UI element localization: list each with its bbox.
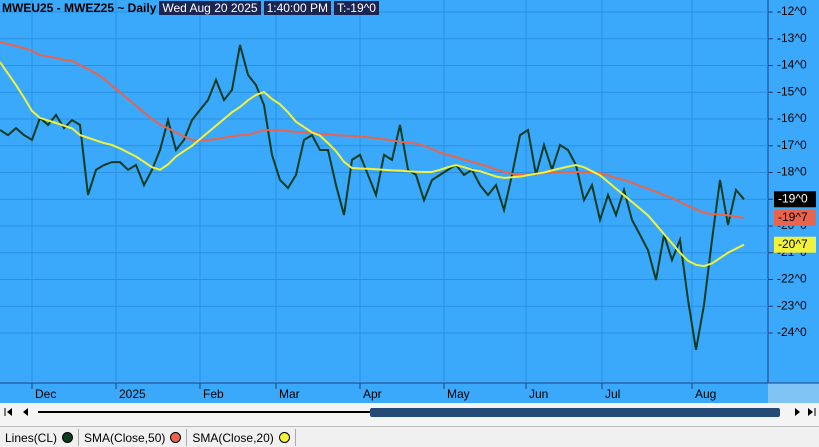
chart-title: MWEU25 - MWEZ25 ~ Daily [2, 1, 157, 15]
series-line [0, 41, 745, 219]
y-tick-label: -12^0 [777, 4, 807, 18]
plot-background [0, 0, 819, 383]
y-tick-label: -24^0 [777, 325, 807, 339]
y-tick-label: -16^0 [777, 111, 807, 125]
y-tick-label: -23^0 [777, 298, 807, 312]
last-value-box [774, 191, 816, 208]
chart: -12^0 -13^0 -14^0 -15^0 -16^0 -17^0 -18^0 -19^0… [0, 0, 819, 417]
x-tick-label: May [447, 387, 470, 401]
x-tick-label: Jun [529, 387, 548, 401]
series-line [0, 61, 745, 268]
scroll-buttons[interactable] [4, 408, 816, 416]
legend-item[interactable]: Lines(CL) [0, 429, 80, 446]
x-tick-label: 2025 [119, 387, 146, 401]
legend-swatch [170, 432, 182, 443]
legend-item[interactable]: SMA(Close,50) [79, 429, 188, 446]
x-tick-label: Jul [605, 387, 620, 401]
legend-item[interactable]: SMA(Close,20) [187, 429, 296, 446]
y-tick-label: -13^0 [777, 31, 807, 45]
x-tick-label: Mar [279, 387, 300, 401]
y-tick-label: -14^0 [777, 58, 807, 72]
x-tick-label: Aug [695, 387, 716, 401]
series-line [0, 44, 745, 350]
y-tick-label: -18^0 [777, 165, 807, 179]
y-tick-label: -22^0 [777, 272, 807, 286]
last-value-label: -19^7 [778, 210, 808, 224]
last-value-label: -20^7 [778, 237, 808, 251]
scroll-thumb[interactable] [370, 408, 780, 417]
legend-label: Lines(CL) [5, 430, 58, 445]
legend-swatch [62, 432, 74, 443]
last-trade: T:-19^0 [333, 1, 379, 15]
y-tick-label: -15^0 [777, 84, 807, 98]
header: MWEU25 - MWEZ25 ~ Daily Wed Aug 20 2025 … [2, 1, 379, 15]
axis-corner [768, 383, 819, 403]
y-tick-label: -17^0 [777, 138, 807, 152]
legend-label: SMA(Close,20) [192, 430, 274, 445]
date: Wed Aug 20 2025 [159, 1, 261, 15]
last-value-box [774, 209, 816, 226]
legend: Lines(CL) SMA(Close,50) SMA(Close,20) [0, 426, 819, 447]
legend-label: SMA(Close,50) [84, 430, 166, 445]
last-value-label: -19^0 [778, 191, 808, 205]
x-tick-label: Feb [203, 387, 224, 401]
last-value-box [774, 236, 816, 253]
x-axis-strip [0, 383, 819, 403]
x-tick-label: Dec [35, 387, 56, 401]
legend-swatch [278, 432, 290, 443]
x-tick-label: Apr [363, 387, 382, 401]
time: 1:40:00 PM [263, 1, 331, 15]
